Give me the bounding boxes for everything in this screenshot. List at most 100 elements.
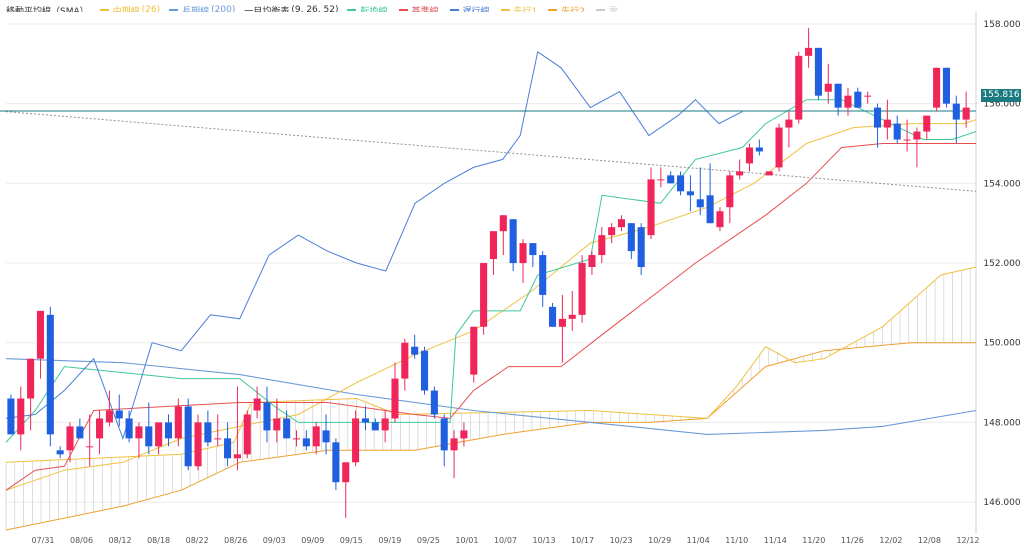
legend-label: 雲: [609, 6, 619, 17]
y-tick-label: 154.000: [983, 179, 1020, 189]
candle-body: [588, 255, 596, 268]
candle-body: [519, 243, 527, 264]
candle-body: [765, 171, 773, 176]
senkou1-line: [5, 266, 977, 463]
x-tick-label: 10/17: [571, 536, 594, 544]
candle-body: [312, 426, 320, 447]
candle-body: [903, 139, 911, 141]
y-tick-label: 148.000: [983, 418, 1020, 428]
candle-body: [322, 430, 330, 443]
candle-body: [243, 414, 251, 455]
candle-body: [460, 430, 468, 439]
current-price-badge: 155.816: [981, 89, 1021, 102]
candle-body: [883, 119, 891, 128]
y-tick-label: 158.000: [983, 20, 1020, 30]
legend-item[interactable]: 先行2: [548, 4, 587, 17]
candle-body: [617, 219, 626, 228]
candle-body: [263, 402, 271, 431]
candle-body: [578, 263, 586, 315]
candle-body: [36, 310, 45, 359]
legend-param: (9, 26, 52): [291, 5, 339, 15]
candle-body: [844, 95, 852, 108]
candle-body: [224, 438, 232, 459]
candle-body: [96, 418, 104, 439]
candle-body: [283, 418, 291, 439]
candle-body: [184, 406, 192, 467]
candle-body: [805, 47, 813, 56]
x-tick-label: 08/12: [109, 536, 132, 544]
candle-body: [795, 55, 803, 120]
legend-item[interactable]: 転換線: [347, 4, 389, 17]
legend-item[interactable]: 一目均衡表 (9, 26, 52): [244, 4, 338, 17]
candle-body: [873, 107, 882, 128]
legend-item[interactable]: 先行1: [500, 4, 540, 17]
x-tick-label: 12/12: [956, 536, 979, 544]
candle-body: [529, 243, 537, 256]
candle-body: [627, 223, 635, 252]
legend-item[interactable]: 遅行線: [449, 4, 492, 17]
legend-label: 基準線: [411, 6, 439, 17]
candle-body: [76, 426, 84, 439]
y-tick-label: 150.000: [983, 339, 1020, 349]
candle-body: [27, 358, 35, 399]
candle-body: [775, 127, 783, 168]
x-tick-label: 09/09: [301, 536, 324, 544]
legend-swatch: [347, 9, 357, 11]
candle-body: [686, 191, 694, 196]
x-tick-label: 11/20: [802, 536, 825, 544]
candle-body: [194, 422, 202, 467]
legend-label: 一目均衡表: [244, 6, 290, 17]
x-tick-label: 11/10: [725, 536, 748, 544]
x-tick-label: 07/31: [31, 536, 54, 544]
candle-body: [489, 231, 498, 260]
legend-label: 遅行線: [462, 6, 490, 17]
legend-param: (26): [141, 5, 161, 15]
candle-body: [755, 147, 763, 152]
kijun-line: [5, 143, 976, 491]
candle-body: [430, 390, 438, 415]
x-tick-label: 10/23: [610, 536, 633, 544]
candle-body: [371, 422, 379, 431]
candle-body: [233, 454, 241, 459]
legend-label: 先行2: [561, 6, 585, 17]
candle-body: [677, 175, 685, 192]
x-tick-label: 11/14: [764, 536, 787, 544]
x-tick-label: 10/13: [533, 536, 556, 544]
candle-body: [716, 211, 724, 228]
senkou2-line: [5, 342, 976, 531]
legend-item[interactable]: 雲: [596, 4, 620, 17]
candle-body: [745, 147, 754, 164]
x-tick-label: 12/08: [918, 536, 941, 544]
x-tick-label: 09/25: [417, 536, 440, 544]
candle-body: [7, 398, 15, 435]
legend-swatch: [596, 9, 605, 11]
legend-label: 長期線: [182, 6, 210, 17]
legend-swatch: [398, 9, 408, 11]
candle-body: [785, 119, 793, 128]
x-tick-label: 08/18: [147, 536, 170, 544]
legend-item[interactable]: 基準線: [398, 4, 441, 17]
x-tick-label: 11/26: [841, 536, 864, 544]
candle-body: [854, 91, 862, 108]
candle-body: [824, 83, 832, 92]
candle-body: [814, 47, 822, 96]
candle-body: [125, 418, 133, 439]
x-tick-label: 09/03: [263, 536, 286, 544]
legend-item[interactable]: 長期線 (200): [169, 4, 235, 17]
candle-body: [302, 438, 310, 447]
candle-body: [204, 422, 212, 443]
candle-body: [598, 235, 606, 256]
legend-item[interactable]: 中期線 (26): [99, 4, 161, 17]
candle-body: [56, 450, 64, 455]
x-tick-label: 11/04: [687, 536, 710, 544]
candle-body: [657, 179, 665, 181]
candle-body: [450, 438, 458, 451]
candle-body: [942, 67, 951, 104]
x-tick-label: 10/01: [455, 536, 478, 544]
legend-swatch: [169, 9, 179, 11]
candle-body: [440, 418, 448, 451]
candle-body: [361, 418, 369, 423]
candle-body: [46, 314, 54, 435]
candle-body: [952, 103, 960, 120]
